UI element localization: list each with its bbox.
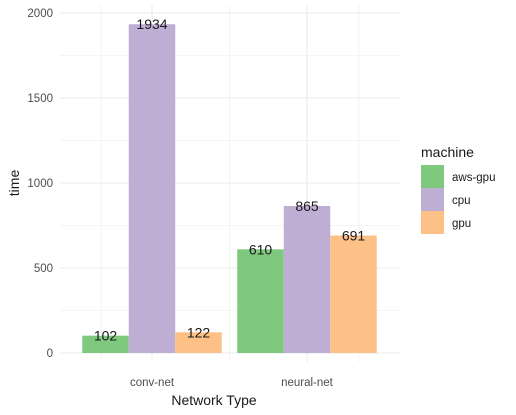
data-label: 1934 [136, 16, 167, 32]
bar-cpu-neural-net [283, 205, 331, 353]
bars [82, 24, 377, 353]
legend-label: gpu [452, 218, 471, 230]
legend-title: machine [421, 144, 474, 160]
y-tick-label: 2000 [27, 8, 53, 20]
x-tick-label: neural-net [281, 377, 334, 389]
y-tick-label: 500 [34, 263, 53, 275]
data-label: 122 [187, 324, 211, 340]
data-label: 102 [94, 328, 118, 344]
bar-gpu-conv-net [175, 332, 222, 353]
data-labels: 102 1934 122 610 865 691 [94, 16, 366, 343]
legend-key-cpu [421, 188, 444, 211]
y-axis-ticks: 0 500 1000 1500 2000 [27, 8, 53, 360]
bar-cpu-conv-net [128, 24, 176, 353]
legend-label: aws-gpu [452, 172, 495, 184]
bar-gpu-neural-net [330, 235, 377, 353]
data-label: 691 [342, 228, 366, 244]
data-label: 610 [249, 241, 273, 257]
data-label: 865 [295, 198, 319, 214]
legend-key-aws-gpu [421, 165, 444, 188]
bar-aws-gpu-neural-net [237, 249, 284, 353]
x-axis-ticks: conv-net neural-net [130, 377, 334, 389]
legend-label: cpu [452, 195, 471, 207]
y-axis-title: time [6, 170, 22, 197]
y-tick-label: 0 [47, 348, 53, 360]
x-tick-label: conv-net [130, 377, 175, 389]
x-axis-title: Network Type [171, 392, 257, 408]
legend-key-gpu [421, 211, 444, 234]
bar-aws-gpu-conv-net [82, 335, 129, 353]
y-tick-label: 1000 [27, 178, 53, 190]
legend: machine aws-gpu cpu gpu [421, 144, 495, 234]
y-tick-label: 1500 [27, 93, 53, 105]
